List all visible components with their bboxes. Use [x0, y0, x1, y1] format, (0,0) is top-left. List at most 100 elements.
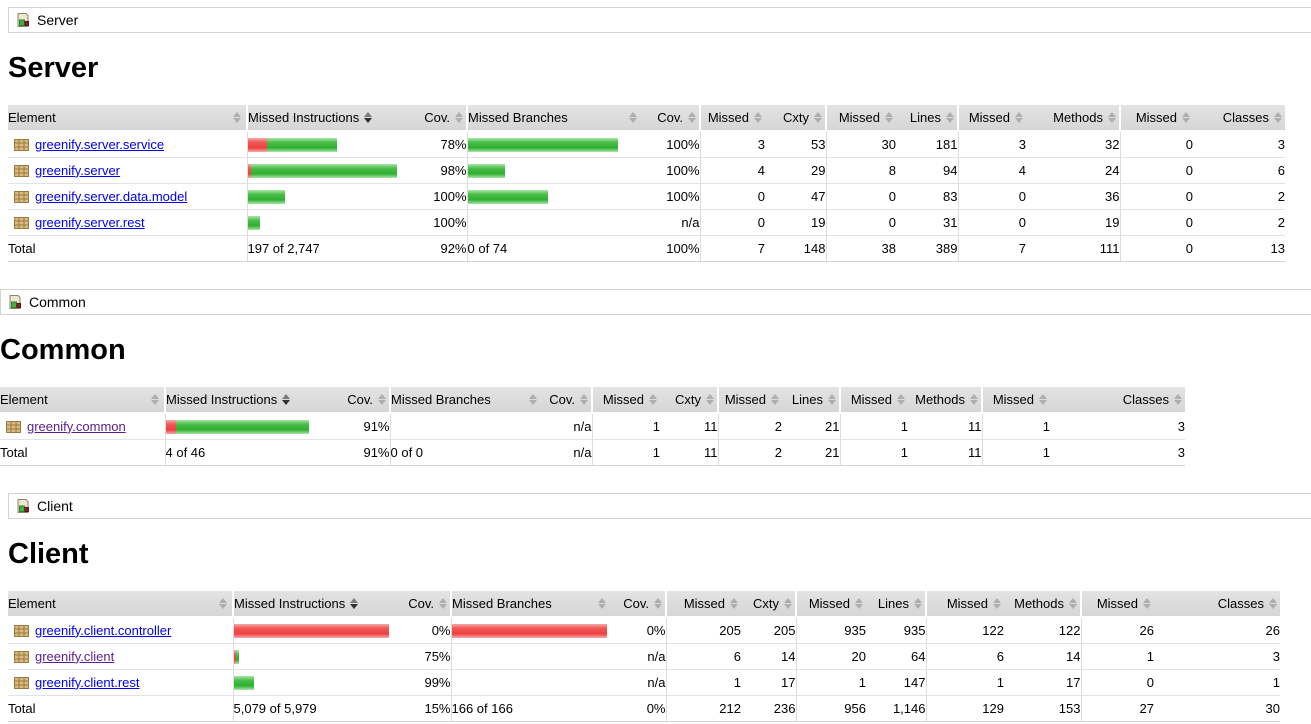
col-header-element[interactable]: Element — [8, 591, 233, 618]
col-header-cxty[interactable]: Cxty — [741, 591, 796, 618]
package-icon — [14, 190, 30, 204]
instructions-bar-cell — [246, 131, 412, 158]
col-header-cov[interactable]: Cov. — [393, 591, 451, 618]
total-instructions: 197 of 2,747 — [246, 235, 412, 262]
methods: 19 — [1026, 209, 1120, 236]
sort-icon — [885, 111, 894, 124]
col-header-cxty[interactable]: Cxty — [765, 105, 826, 132]
sort-icon — [282, 393, 291, 406]
total-branches-coverage: 0% — [611, 695, 666, 722]
col-header-missed-instructions[interactable]: Missed Instructions — [246, 105, 412, 132]
package-link[interactable]: greenify.server.rest — [35, 214, 145, 230]
instructions-coverage: 100% — [412, 183, 467, 210]
sort-icon — [654, 597, 663, 610]
missed-lines: 935 — [795, 617, 866, 644]
col-header-missed[interactable]: Missed — [839, 387, 908, 414]
instructions-bar-cell — [246, 209, 412, 236]
col-header-missed-branches[interactable]: Missed Branches — [466, 105, 642, 132]
total-missed-cxty: 1 — [591, 439, 660, 466]
missed-lines: 30 — [825, 131, 896, 158]
page-title: Server — [8, 52, 99, 84]
missed-cxty: 6 — [665, 643, 741, 670]
col-header-lines[interactable]: Lines — [866, 591, 926, 618]
package-icon — [14, 216, 30, 230]
col-header-classes[interactable]: Classes — [1050, 387, 1185, 414]
package-link[interactable]: greenify.client — [35, 648, 115, 664]
col-header-element[interactable]: Element — [0, 387, 165, 414]
col-header-missed[interactable]: Missed — [1080, 591, 1154, 618]
missed-lines: 1 — [795, 669, 866, 696]
col-header-missed[interactable]: Missed — [665, 591, 741, 618]
col-header-missed-instructions[interactable]: Missed Instructions — [232, 591, 393, 618]
sort-icon — [1069, 597, 1078, 610]
col-header-cov[interactable]: Cov. — [412, 105, 467, 132]
col-header-element[interactable]: Element — [8, 105, 247, 132]
cxty: 205 — [741, 617, 796, 644]
branches-coverage: 100% — [642, 157, 700, 184]
col-header-missed[interactable]: Missed — [699, 105, 765, 132]
col-header-classes[interactable]: Classes — [1154, 591, 1280, 618]
col-header-cov[interactable]: Cov. — [542, 387, 592, 414]
missed-classes: 1 — [981, 413, 1050, 440]
col-header-cov[interactable]: Cov. — [611, 591, 666, 618]
sort-icon — [598, 597, 607, 610]
sort-icon — [629, 111, 638, 124]
methods: 36 — [1026, 183, 1120, 210]
page-title: Common — [0, 334, 126, 366]
col-header-missed[interactable]: Missed — [795, 591, 866, 618]
table-row: greenify.client 75% n/a 6 14 20 64 6 14 … — [8, 643, 1280, 670]
col-header-classes[interactable]: Classes — [1193, 105, 1285, 132]
lines: 935 — [866, 617, 926, 644]
package-link[interactable]: greenify.common — [27, 418, 126, 434]
table-row: greenify.common 91% n/a 1 11 2 21 1 11 1… — [0, 413, 1185, 440]
lines: 21 — [782, 413, 840, 440]
package-link[interactable]: greenify.client.controller — [35, 622, 172, 638]
missed-methods: 3 — [957, 131, 1026, 158]
col-header-methods[interactable]: Methods — [908, 387, 982, 414]
col-header-missed[interactable]: Missed — [981, 387, 1050, 414]
col-header-missed[interactable]: Missed — [925, 591, 1004, 618]
col-header-cov[interactable]: Cov. — [642, 105, 700, 132]
total-classes: 13 — [1193, 235, 1285, 262]
package-link[interactable]: greenify.server.data.model — [35, 188, 188, 204]
sort-icon — [828, 393, 837, 406]
instructions-coverage: 99% — [393, 669, 451, 696]
col-header-lines[interactable]: Lines — [782, 387, 840, 414]
col-header-missed[interactable]: Missed — [1119, 105, 1193, 132]
missed-classes: 0 — [1119, 131, 1193, 158]
package-icon — [14, 624, 30, 638]
package-link[interactable]: greenify.server — [35, 162, 121, 178]
col-header-missed-branches[interactable]: Missed Branches — [389, 387, 542, 414]
cxty: 14 — [741, 643, 796, 670]
total-branches: 0 of 74 — [466, 235, 642, 262]
methods: 11 — [908, 413, 982, 440]
col-header-missed[interactable]: Missed — [591, 387, 660, 414]
branches-bar-cell — [450, 617, 611, 644]
col-header-missed[interactable]: Missed — [717, 387, 782, 414]
col-header-methods[interactable]: Methods — [1004, 591, 1081, 618]
col-header-cxty[interactable]: Cxty — [660, 387, 718, 414]
classes: 2 — [1193, 209, 1285, 236]
col-header-methods[interactable]: Methods — [1026, 105, 1120, 132]
branches-coverage: 100% — [642, 183, 700, 210]
col-header-missed[interactable]: Missed — [825, 105, 896, 132]
total-row: Total 5,079 of 5,979 15% 166 of 166 0% 2… — [8, 695, 1280, 722]
col-header-missed-branches[interactable]: Missed Branches — [450, 591, 611, 618]
total-label: Total — [0, 439, 165, 466]
total-missed-lines: 2 — [717, 439, 782, 466]
instructions-coverage: 78% — [412, 131, 467, 158]
col-header-lines[interactable]: Lines — [896, 105, 958, 132]
total-methods: 11 — [908, 439, 982, 466]
sort-icon — [946, 111, 955, 124]
col-header-missed[interactable]: Missed — [957, 105, 1026, 132]
col-header-missed-instructions[interactable]: Missed Instructions — [164, 387, 337, 414]
package-link[interactable]: greenify.client.rest — [35, 674, 140, 690]
sort-icon — [814, 111, 823, 124]
instructions-bar-cell — [232, 669, 393, 696]
missed-cxty: 3 — [699, 131, 765, 158]
col-header-cov[interactable]: Cov. — [337, 387, 390, 414]
total-row: Total 4 of 46 91% 0 of 0 n/a 1 11 2 21 1… — [0, 439, 1185, 466]
instructions-coverage: 75% — [393, 643, 451, 670]
missed-methods: 6 — [925, 643, 1004, 670]
package-link[interactable]: greenify.server.service — [35, 136, 165, 152]
